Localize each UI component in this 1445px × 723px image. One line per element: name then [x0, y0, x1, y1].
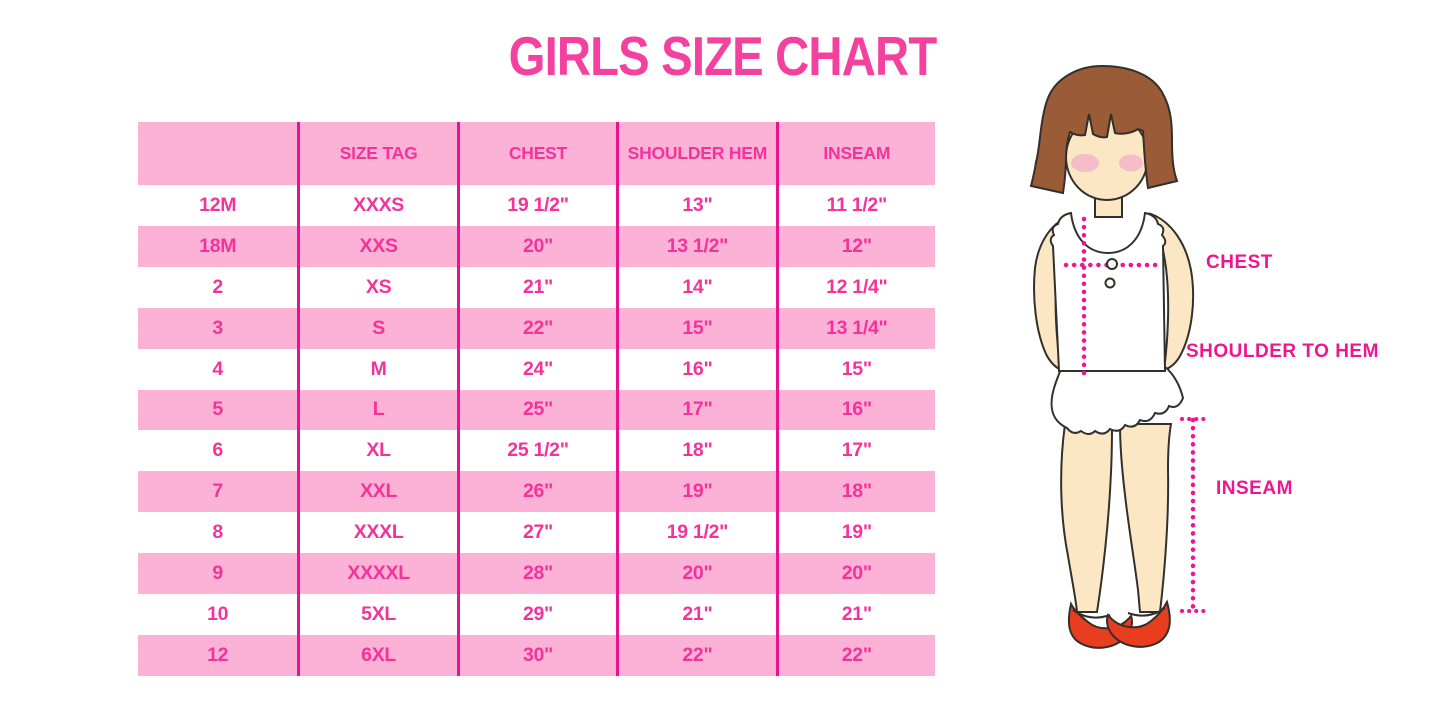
table-cell: 21"	[616, 594, 775, 635]
table-cell: 27"	[456, 512, 616, 554]
table-cell: 21"	[775, 594, 935, 635]
table-cell: 24"	[456, 348, 616, 390]
table-cell: 26"	[456, 471, 616, 513]
table-cell: 2	[212, 275, 223, 298]
chest-label: CHEST	[1206, 252, 1273, 273]
table-cell: 25 1/2"	[456, 430, 616, 472]
table-row: 7 XXL 26" 19" 18"	[138, 471, 935, 513]
table-cell: 3	[212, 316, 223, 339]
table-cell: 18M	[199, 234, 237, 257]
table-cell: 20"	[775, 553, 935, 595]
table-cell: 22"	[456, 307, 616, 349]
girl-right-shoe	[1106, 599, 1171, 648]
table-row: 18M XXS 20" 13 1/2" 12"	[138, 225, 935, 267]
table-cell: 13 1/2"	[616, 225, 775, 267]
table-cell: 9	[212, 562, 223, 585]
table-cell: S	[297, 307, 456, 349]
girl-left-leg	[1060, 423, 1114, 613]
girl-illustration	[1029, 64, 1206, 649]
girl-right-leg	[1118, 423, 1173, 613]
inseam-label: INSEAM	[1216, 478, 1293, 499]
table-row: 4 M 24" 16" 15"	[138, 348, 935, 390]
table-cell: 5	[212, 398, 223, 421]
right-shoe-strap	[1127, 607, 1166, 617]
table-cell: 22"	[616, 634, 775, 676]
table-cell: 25"	[456, 389, 616, 431]
table-cell: 8	[212, 521, 223, 544]
table-cell: 6XL	[297, 634, 456, 676]
table-cell: XXXS	[297, 185, 456, 226]
table-cell: 29"	[456, 594, 616, 635]
table-cell: 15"	[775, 348, 935, 390]
size-chart-table: SIZE TAG CHEST SHOULDER HEM INSEAM 12M XX…	[138, 122, 935, 676]
girl-left-blush	[1071, 154, 1099, 172]
table-header-cell: INSEAM	[775, 122, 935, 185]
table-cell: M	[297, 348, 456, 390]
table-cell: 18"	[616, 430, 775, 472]
table-cell: 4	[212, 357, 223, 380]
table-cell: L	[297, 389, 456, 431]
table-row: 2 XS 21" 14" 12 1/4"	[138, 266, 935, 308]
table-cell: 16"	[616, 348, 775, 390]
girl-hair	[1029, 64, 1179, 195]
table-row: 8 XXXL 27" 19 1/2" 19"	[138, 512, 935, 554]
table-cell: 12M	[199, 193, 237, 216]
table-cell: 17"	[616, 389, 775, 431]
table-cell: XXXXL	[297, 553, 456, 595]
table-row: 6 XL 25 1/2" 18" 17"	[138, 430, 935, 472]
table-cell: 12	[207, 643, 229, 666]
table-cell: XXXL	[297, 512, 456, 554]
table-cell: 12"	[775, 225, 935, 267]
girl-right-blush	[1119, 154, 1143, 172]
left-shoe-strap	[1072, 609, 1111, 619]
table-cell: 14"	[616, 266, 775, 308]
table-header-cell	[138, 122, 297, 185]
table-cell: 21"	[456, 266, 616, 308]
table-row: 9 XXXXL 28" 20" 20"	[138, 553, 935, 595]
top-button	[1106, 258, 1118, 270]
table-cell: 15"	[616, 307, 775, 349]
table-cell: 19"	[775, 512, 935, 554]
table-cell: 28"	[456, 553, 616, 595]
girl-skirt	[1050, 365, 1185, 435]
table-cell: 16"	[775, 389, 935, 431]
table-cell: 13 1/4"	[775, 307, 935, 349]
table-header-cell: CHEST	[456, 122, 616, 185]
table-cell: 20"	[456, 225, 616, 267]
table-cell: 19 1/2"	[616, 512, 775, 554]
table-cell: XXL	[297, 471, 456, 513]
table-row: 10 5XL 29" 21" 21"	[138, 594, 935, 635]
table-cell: 19"	[616, 471, 775, 513]
table-cell: XXS	[297, 225, 456, 267]
table-header-cell: SIZE TAG	[297, 122, 456, 185]
table-cell: 20"	[616, 553, 775, 595]
table-cell: 30"	[456, 634, 616, 676]
table-cell: 17"	[775, 430, 935, 472]
table-row: 3 S 22" 15" 13 1/4"	[138, 307, 935, 349]
size-table-body: 12M XXXS 19 1/2" 13" 11 1/2" 18M XXS 20" 13 1/2"…	[138, 185, 935, 676]
table-cell: 5XL	[297, 594, 456, 635]
girl-right-arm	[1148, 212, 1195, 372]
shoulder-to-hem-label: SHOULDER TO HEM	[1186, 341, 1379, 362]
table-cell: 11 1/2"	[775, 185, 935, 226]
page-title: GIRLS SIZE CHART	[508, 25, 938, 87]
table-cell: 10	[207, 603, 229, 626]
table-cell: 18"	[775, 471, 935, 513]
table-cell: 19 1/2"	[456, 185, 616, 226]
table-cell: XS	[297, 266, 456, 308]
table-cell: 12 1/4"	[775, 266, 935, 308]
table-header-row: SIZE TAG CHEST SHOULDER HEM INSEAM	[138, 122, 935, 185]
table-cell: 7	[212, 480, 223, 503]
table-cell: 6	[212, 439, 223, 462]
table-header-cell: SHOULDER HEM	[616, 122, 775, 185]
table-row: 5 L 25" 17" 16"	[138, 389, 935, 431]
table-cell: 13"	[616, 185, 775, 226]
table-cell: XL	[297, 430, 456, 472]
table-row: 12M XXXS 19 1/2" 13" 11 1/2"	[138, 185, 935, 226]
table-cell: 22"	[775, 634, 935, 676]
top-button	[1104, 277, 1116, 289]
table-row: 12 6XL 30" 22" 22"	[138, 634, 935, 676]
girl-top	[1049, 211, 1167, 372]
